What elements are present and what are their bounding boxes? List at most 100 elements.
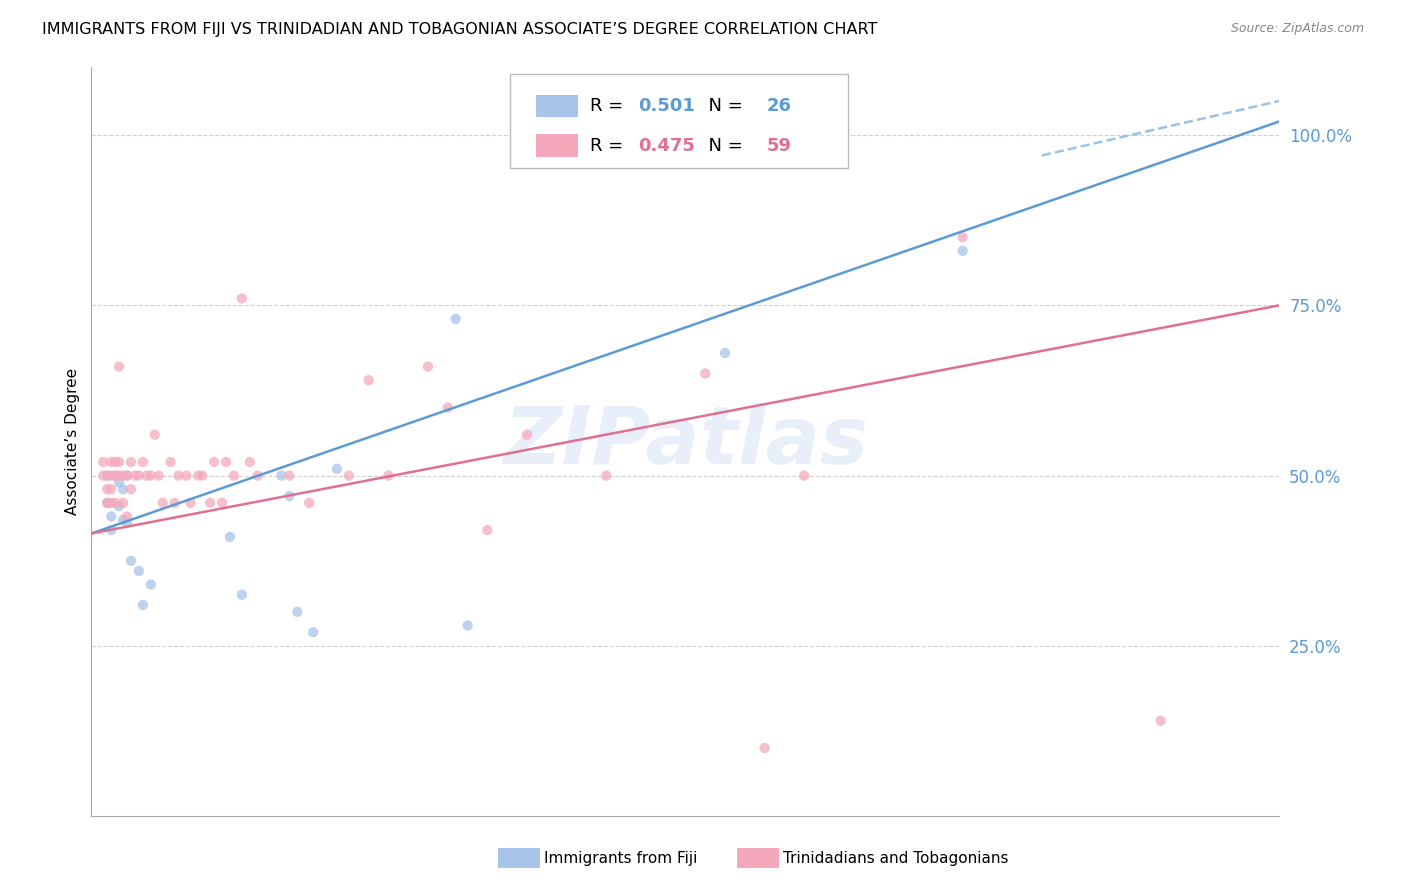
Point	[120, 554, 142, 568]
Point	[135, 468, 157, 483]
Point	[91, 455, 114, 469]
Point	[215, 455, 238, 469]
Point	[104, 468, 127, 483]
Point	[120, 482, 142, 496]
Point	[1150, 714, 1173, 728]
Point	[91, 468, 114, 483]
FancyBboxPatch shape	[536, 135, 578, 157]
Point	[112, 496, 135, 510]
Point	[128, 468, 150, 483]
Point	[100, 468, 122, 483]
FancyBboxPatch shape	[536, 95, 578, 117]
Point	[695, 367, 717, 381]
Point	[337, 468, 360, 483]
Point	[132, 455, 155, 469]
Point	[714, 346, 737, 360]
Point	[191, 468, 214, 483]
Point	[326, 462, 349, 476]
Point	[112, 482, 135, 496]
Text: Immigrants from Fiji: Immigrants from Fiji	[544, 851, 697, 865]
Point	[270, 468, 292, 483]
Text: Source: ZipAtlas.com: Source: ZipAtlas.com	[1230, 22, 1364, 36]
Point	[96, 482, 118, 496]
Point	[754, 741, 776, 756]
Point	[108, 455, 131, 469]
Point	[167, 468, 190, 483]
Text: N =: N =	[697, 136, 749, 154]
Point	[793, 468, 815, 483]
Point	[139, 468, 162, 483]
Point	[115, 468, 138, 483]
Point	[302, 625, 325, 640]
Point	[143, 427, 166, 442]
Text: R =: R =	[591, 97, 630, 115]
Point	[139, 577, 162, 591]
Point	[124, 468, 146, 483]
Point	[239, 455, 262, 469]
Text: IMMIGRANTS FROM FIJI VS TRINIDADIAN AND TOBAGONIAN ASSOCIATE’S DEGREE CORRELATIO: IMMIGRANTS FROM FIJI VS TRINIDADIAN AND …	[42, 22, 877, 37]
Point	[200, 496, 222, 510]
Text: ZIPatlas: ZIPatlas	[503, 402, 868, 481]
Point	[108, 359, 131, 374]
Point	[115, 509, 138, 524]
Text: R =: R =	[591, 136, 630, 154]
Point	[231, 588, 253, 602]
Point	[219, 530, 242, 544]
Text: 0.475: 0.475	[638, 136, 695, 154]
Point	[952, 244, 974, 258]
Point	[278, 468, 301, 483]
Point	[187, 468, 209, 483]
Point	[246, 468, 269, 483]
Point	[159, 455, 181, 469]
Point	[104, 468, 127, 483]
Point	[298, 496, 321, 510]
Y-axis label: Associate’s Degree: Associate’s Degree	[65, 368, 80, 515]
Point	[416, 359, 439, 374]
Point	[104, 496, 127, 510]
Point	[176, 468, 198, 483]
Point	[148, 468, 170, 483]
Text: N =: N =	[697, 97, 749, 115]
Text: 0.501: 0.501	[638, 97, 695, 115]
Point	[100, 496, 122, 510]
Point	[202, 455, 225, 469]
Point	[595, 468, 617, 483]
Point	[115, 468, 138, 483]
Point	[96, 496, 118, 510]
Point	[96, 468, 118, 483]
Point	[436, 401, 458, 415]
Point	[128, 564, 150, 578]
Point	[115, 516, 138, 531]
Point	[211, 496, 233, 510]
Point	[457, 618, 479, 632]
Point	[357, 373, 380, 387]
Point	[516, 427, 538, 442]
Text: 26: 26	[766, 97, 792, 115]
Point	[222, 468, 245, 483]
Point	[96, 468, 118, 483]
Point	[100, 509, 122, 524]
Point	[108, 468, 131, 483]
Point	[377, 468, 399, 483]
Point	[231, 292, 253, 306]
Point	[477, 523, 499, 537]
Point	[952, 230, 974, 244]
Point	[444, 312, 467, 326]
Point	[108, 475, 131, 490]
Point	[96, 496, 118, 510]
Point	[100, 523, 122, 537]
Point	[108, 500, 131, 514]
Point	[278, 489, 301, 503]
Text: 59: 59	[766, 136, 792, 154]
Point	[179, 496, 201, 510]
Point	[285, 605, 308, 619]
Point	[112, 468, 135, 483]
Point	[132, 598, 155, 612]
Text: Trinidadians and Tobagonians: Trinidadians and Tobagonians	[783, 851, 1008, 865]
FancyBboxPatch shape	[509, 74, 848, 168]
Point	[104, 455, 127, 469]
Point	[112, 513, 135, 527]
Point	[163, 496, 186, 510]
Point	[100, 482, 122, 496]
Point	[152, 496, 174, 510]
